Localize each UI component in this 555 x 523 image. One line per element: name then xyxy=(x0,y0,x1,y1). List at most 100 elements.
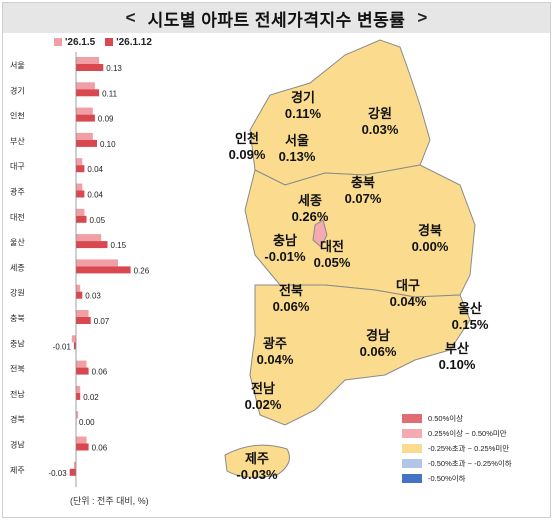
data-label: 0.05 xyxy=(90,216,106,225)
bar-curr xyxy=(76,291,83,299)
title-band: < 시도별 아파트 전세가격지수 변동률 > xyxy=(3,3,550,33)
bar-prev xyxy=(76,411,79,419)
data-label: 0.07 xyxy=(94,317,110,326)
map-region-value: 0.13% xyxy=(279,149,316,164)
data-label: 0.04 xyxy=(87,165,103,174)
map-region-value: 0.11% xyxy=(285,106,322,121)
bar-curr xyxy=(76,64,104,71)
category-label: 제주 xyxy=(10,466,25,475)
region-jeju xyxy=(224,444,290,478)
category-label: 강원 xyxy=(10,288,25,298)
category-label: 서울 xyxy=(10,61,25,70)
data-label: 0.09 xyxy=(98,115,114,124)
region-south xyxy=(249,284,471,426)
bar-prev xyxy=(76,107,93,115)
map-regions xyxy=(224,39,476,478)
map-region-value: 0.09% xyxy=(229,147,266,162)
map-region-value: 0.06% xyxy=(360,344,397,359)
category-label: 세종 xyxy=(10,263,25,272)
data-label: 0.11 xyxy=(102,89,118,98)
data-label: 0.03 xyxy=(85,292,101,301)
bar-prev xyxy=(73,461,76,469)
legend-item-prev: '26.1.5 xyxy=(54,37,95,48)
category-label: 부산 xyxy=(10,136,25,146)
bar-curr xyxy=(76,165,85,173)
map-region-value: -0.01% xyxy=(264,249,306,264)
chevron-right-icon[interactable]: > xyxy=(417,8,428,27)
bar-prev xyxy=(76,310,89,317)
map-region-value: 0.04% xyxy=(390,294,427,309)
region-chungcheong-gyeongbuk xyxy=(244,164,476,298)
bar-curr xyxy=(76,367,89,375)
data-label: 0.04 xyxy=(87,191,103,200)
bar-curr xyxy=(76,190,85,198)
unit-note: (단위 : 전주 대비, %) xyxy=(70,496,149,506)
legend-label-curr: '26.1.12 xyxy=(116,37,152,48)
bar-curr xyxy=(76,89,100,97)
region-gyeonggi-gangwon xyxy=(249,39,431,186)
map-legend-item: 0.25%이상 ~ 0.50%미만 xyxy=(402,426,512,441)
map-region-name: 전북 xyxy=(279,283,303,298)
bar-chart: 서울 0.13 경기 0.11 인천 0.09 부산 0.10 대구 0.04 광주 0.04 대전 0.… xyxy=(10,52,150,488)
category-label: 전남 xyxy=(10,389,25,399)
legend-label-prev: '26.1.5 xyxy=(65,37,96,48)
map-legend-label: 0.50%이상 xyxy=(428,414,464,423)
data-label: 0.26 xyxy=(134,266,150,275)
map-legend-item: -0.50%초과 ~ -0.25%이하 xyxy=(402,456,512,471)
page-title: 시도별 아파트 전세가격지수 변동률 xyxy=(147,10,406,30)
chevron-left-icon[interactable]: < xyxy=(125,8,136,27)
map-region-name: 경기 xyxy=(291,90,315,105)
infographic-frame: < 시도별 아파트 전세가격지수 변동률 > xyxy=(2,2,551,518)
bar-prev xyxy=(76,82,95,90)
legend-swatch-prev xyxy=(54,38,62,47)
map-legend-swatch xyxy=(402,474,422,483)
category-label: 경남 xyxy=(10,440,25,450)
map-region-name: 제주 xyxy=(245,451,269,466)
bar-prev xyxy=(71,335,76,343)
data-label: 0.02 xyxy=(83,393,99,402)
map-region-name: 경남 xyxy=(366,328,390,343)
map-legend-swatch xyxy=(402,429,422,438)
bar-prev xyxy=(76,183,83,191)
map-region-name: 인천 xyxy=(235,131,259,146)
map-legend-swatch xyxy=(402,459,422,468)
map-legend-label: -0.25%초과 ~ 0.25%미만 xyxy=(428,444,510,453)
map-region-name: 강원 xyxy=(368,106,392,121)
map-legend-swatch xyxy=(402,414,422,423)
bar-prev xyxy=(76,57,100,64)
bar-prev xyxy=(76,284,81,292)
bar-prev xyxy=(76,208,85,216)
category-label: 인천 xyxy=(10,111,25,121)
bar-prev xyxy=(76,234,102,242)
map-legend-item: -0.25%초과 ~ 0.25%미만 xyxy=(402,441,512,456)
map-region-name: 경북 xyxy=(418,223,442,238)
map-region-name: 세종 xyxy=(298,193,322,208)
category-label: 충남 xyxy=(10,339,25,348)
map-region-value: 0.15% xyxy=(452,317,489,332)
bar-curr xyxy=(76,443,89,451)
region-sejong xyxy=(312,219,328,248)
data-label: 0.13 xyxy=(106,64,122,73)
category-label: 광주 xyxy=(10,187,25,197)
map-labels: 경기0.11% 강원0.03% 인천0.09% 서울0.13% 충북0.07% 세종0.2… xyxy=(229,90,489,482)
map-region-name: 부산 xyxy=(445,341,469,356)
map-region-name: 광주 xyxy=(263,336,287,351)
bar-prev xyxy=(76,360,87,368)
map-region-value: 0.26% xyxy=(292,209,329,224)
bar-prev xyxy=(76,259,118,267)
map-region-value: 0.06% xyxy=(273,299,310,314)
map-legend-item: -0.50%이하 xyxy=(402,471,512,486)
category-label: 경기 xyxy=(10,85,25,95)
map-region-value: 0.04% xyxy=(257,352,294,367)
bar-curr xyxy=(76,317,91,324)
category-label: 대구 xyxy=(10,162,25,171)
bar-curr xyxy=(76,215,87,223)
map-region-name: 충남 xyxy=(273,233,297,248)
bar-curr xyxy=(73,342,76,350)
bar-prev xyxy=(76,436,87,444)
bar-prev xyxy=(76,158,83,166)
map-region-value: 0.05% xyxy=(314,255,351,270)
map-region-name: 충북 xyxy=(351,175,375,190)
map-region-value: 0.10% xyxy=(439,357,476,372)
bar-prev xyxy=(76,385,81,393)
